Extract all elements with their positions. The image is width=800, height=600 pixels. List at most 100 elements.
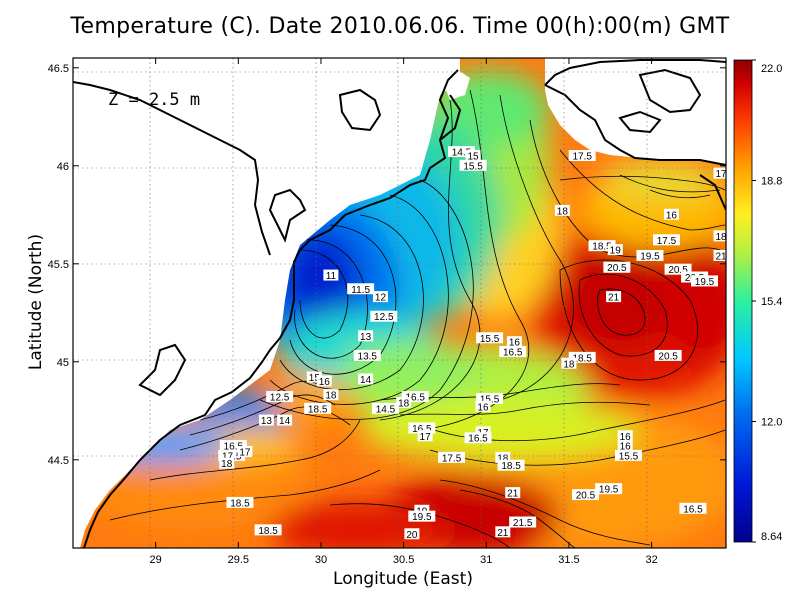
contour-label-bg <box>495 451 511 463</box>
contour-label: 18 <box>497 453 509 464</box>
contour-label: 21 <box>715 251 727 262</box>
contour-label-bg <box>226 496 254 508</box>
contour-label-bg <box>595 483 623 495</box>
contour-label-bg <box>219 457 235 469</box>
contour-label-bg <box>353 349 381 361</box>
coastline <box>73 59 726 548</box>
contour-label: 11.5 <box>351 285 370 296</box>
contour-label: 16 <box>620 432 632 443</box>
contour-label-bg <box>617 440 633 452</box>
plot-frame <box>72 57 727 549</box>
contour-label-bg <box>606 291 622 303</box>
contour-label-bg <box>691 275 719 287</box>
contour-label: 19.5 <box>695 277 715 288</box>
chart-title: Temperature (C). Date 2010.06.06. Time 0… <box>70 14 730 39</box>
contour-label-bg <box>475 426 491 438</box>
contour-label-bg <box>237 445 253 457</box>
contour-label: 11 <box>326 271 337 282</box>
y-axis: 44.5 45 45.5 46 46.5 <box>48 63 726 467</box>
colorbar-tick-label: 15.4 <box>761 296 782 308</box>
contour-label-bg <box>417 430 433 442</box>
contour-label: 17.5 <box>222 451 242 462</box>
y-axis-label: Latitude (North) <box>26 233 46 371</box>
contour-label: 18.5 <box>572 353 592 364</box>
contour-label-bg <box>679 502 707 514</box>
contour-label: 20.5 <box>576 491 596 502</box>
contour-label: 19.5 <box>599 485 619 496</box>
contour-label: 20.5 <box>658 351 678 362</box>
contour-label-bg <box>459 159 487 171</box>
contour-label-bg <box>476 332 504 344</box>
contour-label: 16 <box>620 442 632 453</box>
contour-label: 17 <box>420 432 432 443</box>
contour-label-bg <box>652 234 680 246</box>
contour-label-bg <box>277 414 293 426</box>
contour-label-bg <box>617 430 633 442</box>
contour-label-bg <box>561 357 577 369</box>
contour-label-bg <box>219 440 247 452</box>
contour-label-bg <box>664 263 692 275</box>
contour-label-bg <box>316 375 332 387</box>
contour-label: 18.5 <box>501 461 521 472</box>
y-tick-label: 45 <box>57 357 69 369</box>
x-tick-label: 30.5 <box>393 554 414 566</box>
contour-label-bg <box>464 432 492 444</box>
y-tick-label: 46.5 <box>48 63 69 75</box>
contour-label: 18 <box>563 359 575 370</box>
contour-label-bg <box>347 283 375 295</box>
contour-label-bg <box>499 346 527 357</box>
contour-label: 19.5 <box>640 251 660 262</box>
contour-label: 20.5 <box>607 263 627 274</box>
contour-label-bg <box>465 150 481 161</box>
contour-label-bg <box>371 402 399 414</box>
contour-label: 16.5 <box>468 434 488 445</box>
contour-label-bg <box>568 351 596 363</box>
contour-label: 15 <box>468 152 480 163</box>
contour-label-bg <box>568 150 596 161</box>
contour-label: 18.5 <box>258 526 278 537</box>
contour-label: 16 <box>319 377 331 388</box>
island <box>440 70 470 100</box>
contour-label: 21 <box>507 489 519 500</box>
contour-label: 12 <box>375 293 387 304</box>
contour-label: 16.5 <box>412 424 432 435</box>
contour-label-bg <box>408 422 436 434</box>
contour-label-bg <box>614 449 642 461</box>
contour-label-bg <box>506 336 522 348</box>
contour-label: 15.5 <box>480 395 500 406</box>
contour-label: 17.5 <box>572 152 592 163</box>
land-mask <box>73 58 726 548</box>
contour-label: 14.5 <box>452 148 472 159</box>
contour-label-bg <box>254 524 282 536</box>
contour-label: 15.5 <box>619 451 639 462</box>
contour-label-bg <box>476 393 504 405</box>
contour-label-bg <box>372 291 388 303</box>
x-tick-label: 31.5 <box>558 554 579 566</box>
y-tick-label: 44.5 <box>48 455 69 467</box>
contour-label: 16.5 <box>503 348 523 359</box>
contour-label-bg <box>588 240 616 252</box>
contour-label: 18 <box>715 232 727 243</box>
contour-label-bg <box>323 269 339 281</box>
contour-label: 14.5 <box>376 404 396 415</box>
contour-label: 16.5 <box>405 393 425 404</box>
colorbar-ticks: 22.0 18.8 15.4 12.0 8.64 <box>752 59 782 543</box>
contour-label-bg <box>218 449 246 461</box>
contour-label: 19.5 <box>412 512 432 523</box>
contour-label-bg <box>636 249 664 261</box>
grid <box>73 58 726 548</box>
contour-label-bg <box>603 261 631 273</box>
contour-label: 21.5 <box>513 518 533 529</box>
contour-label: 20 <box>406 530 418 541</box>
contour-label-bg <box>266 391 294 403</box>
x-axis: 29 29.5 30 30.5 31 31.5 32 <box>150 58 658 566</box>
contour-label-bg <box>713 167 726 179</box>
contour-label-bg <box>408 510 436 522</box>
contour-label: 12.5 <box>374 312 394 323</box>
contour-label-bg <box>713 249 726 261</box>
contour-label: 20.5 <box>668 265 688 276</box>
contour-label: 18.5 <box>308 404 328 415</box>
colorbar-gradient <box>733 59 753 543</box>
contour-label-bg <box>505 487 521 499</box>
